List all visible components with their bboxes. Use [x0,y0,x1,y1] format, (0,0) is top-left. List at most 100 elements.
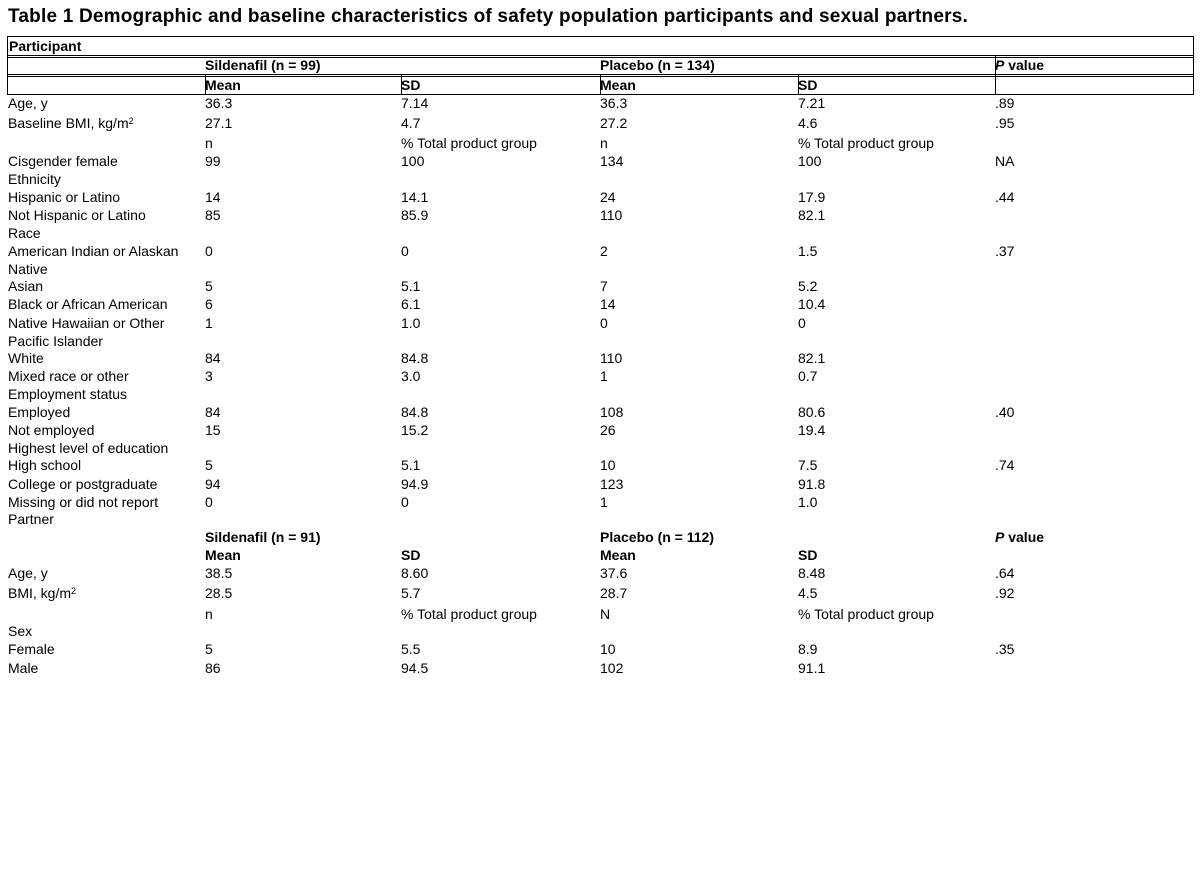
row-label: Female [8,641,55,657]
cell-value: 0 [798,315,806,331]
participant-n-header-row: n % Total product group n % Total produc… [0,134,1200,152]
table-row: Mixed race or other 3 3.0 1 0.7 [0,367,1200,385]
p-value: .89 [995,95,1015,111]
cell-value: 10 [600,457,616,473]
row-label: Native Hawaiian or Other [8,315,165,331]
cell-value: 27.1 [205,115,233,131]
partner-section-label: Partner [8,511,54,527]
table-row: Not Hispanic or Latino 85 85.9 110 82.1 [0,206,1200,224]
row-label: Race [8,225,41,241]
table-row: Cisgender female 99 100 134 100 NA [0,152,1200,170]
table-row: White 84 84.8 110 82.1 [0,349,1200,367]
row-label: College or postgraduate [8,476,158,492]
cell-value: 82.1 [798,350,826,366]
cell-value: 0 [401,243,409,259]
table-row: Ethnicity [0,170,1200,188]
row-label: Not employed [8,422,95,438]
participant-stat-header-row: Mean SD Mean SD [0,76,1200,94]
partner-group-header-row: Sildenafil (n = 91) Placebo (n = 112) P … [0,528,1200,546]
pct-header: % Total product group [401,135,537,151]
row-label: Employed [8,404,71,420]
cell-value: 1.0 [798,494,818,510]
row-label: Highest level of education [8,440,169,456]
cell-value: 5 [205,641,213,657]
p-value: .95 [995,115,1015,131]
row-label: Mixed race or other [8,368,129,384]
cell-value: 80.6 [798,404,826,420]
table-row: Black or African American 6 6.1 14 10.4 [0,295,1200,313]
cell-value: 8.9 [798,641,818,657]
partner-stat-header-row: Mean SD Mean SD [0,546,1200,564]
row-label: High school [8,457,82,473]
table-row: Hispanic or Latino 14 14.1 24 17.9 .44 [0,188,1200,206]
cell-value: 1 [600,494,608,510]
table-row: Native [0,260,1200,278]
row-label: Age, y [8,95,48,111]
row-label: American Indian or Alaskan [8,243,179,259]
cell-value: 24 [600,189,616,205]
cell-value: 123 [600,476,624,492]
cell-value: 110 [600,207,623,223]
partner-group2-header: Placebo (n = 112) [600,529,714,545]
cell-value: 36.3 [600,95,628,111]
cell-value: 10.4 [798,296,826,312]
cell-value: 0 [205,243,213,259]
row-label: Pacific Islander [8,333,103,349]
cell-value: 5.1 [401,457,421,473]
row-label: Native [8,261,48,277]
table-row: Age, y 38.5 8.60 37.6 8.48 .64 [0,564,1200,582]
table-row: Race [0,224,1200,242]
p-value: .64 [995,565,1015,581]
cell-value: 2 [600,243,608,259]
cell-value: 3 [205,368,213,384]
partner-n-header-row: n % Total product group N % Total produc… [0,605,1200,623]
cell-value: 28.5 [205,585,233,601]
n-header: N [600,606,611,622]
n-header: n [205,135,213,151]
table-row: Native Hawaiian or Other 1 1.0 0 0 [0,314,1200,332]
table-row: Employed 84 84.8 108 80.6 .40 [0,403,1200,421]
cell-value: 7.14 [401,95,429,111]
cell-value: 5.7 [401,585,421,601]
participant-section-label: Participant [9,38,82,54]
cell-value: 102 [600,660,624,676]
cell-value: 1 [600,368,608,384]
mean-header: Mean [205,547,241,563]
cell-value: 10 [600,641,616,657]
row-label: Missing or did not report [8,494,159,510]
table-title: Table 1 Demographic and baseline charact… [8,6,968,27]
table-row: Sex [0,622,1200,640]
cell-value: 91.1 [798,660,826,676]
cell-value: 4.7 [401,115,421,131]
cell-value: 5 [205,457,213,473]
cell-value: 94.9 [401,476,429,492]
cell-value: 85.9 [401,207,429,223]
row-label: Employment status [8,386,128,402]
table-row: BMI, kg/m2 28.5 5.7 28.7 4.5 .92 [0,584,1200,602]
table-row: Asian 5 5.1 7 5.2 [0,277,1200,295]
cell-value: 14.1 [401,189,429,205]
cell-value: 99 [205,153,221,169]
cell-value: 27.2 [600,115,628,131]
cell-value: 94 [205,476,221,492]
row-label: Male [8,660,39,676]
table-row: Female 5 5.5 10 8.9 .35 [0,640,1200,658]
p-value: .37 [995,243,1015,259]
table-row: High school 5 5.1 10 7.5 .74 [0,456,1200,474]
cell-value: 8.48 [798,565,826,581]
cell-value: 26 [600,422,616,438]
cell-value: 91.8 [798,476,826,492]
n-header: n [205,606,213,622]
cell-value: 28.7 [600,585,628,601]
table-row: Highest level of education [0,439,1200,457]
cell-value: 84 [205,350,221,366]
cell-value: 15 [205,422,221,438]
cell-value: 7 [600,278,608,294]
table-row: Baseline BMI, kg/m2 27.1 4.7 27.2 4.6 .95 [0,114,1200,132]
cell-value: 100 [401,153,425,169]
sd-header: SD [798,547,818,563]
cell-value: 1.0 [401,315,421,331]
cell-value: 4.6 [798,115,818,131]
cell-value: 100 [798,153,822,169]
n-header: n [600,135,608,151]
